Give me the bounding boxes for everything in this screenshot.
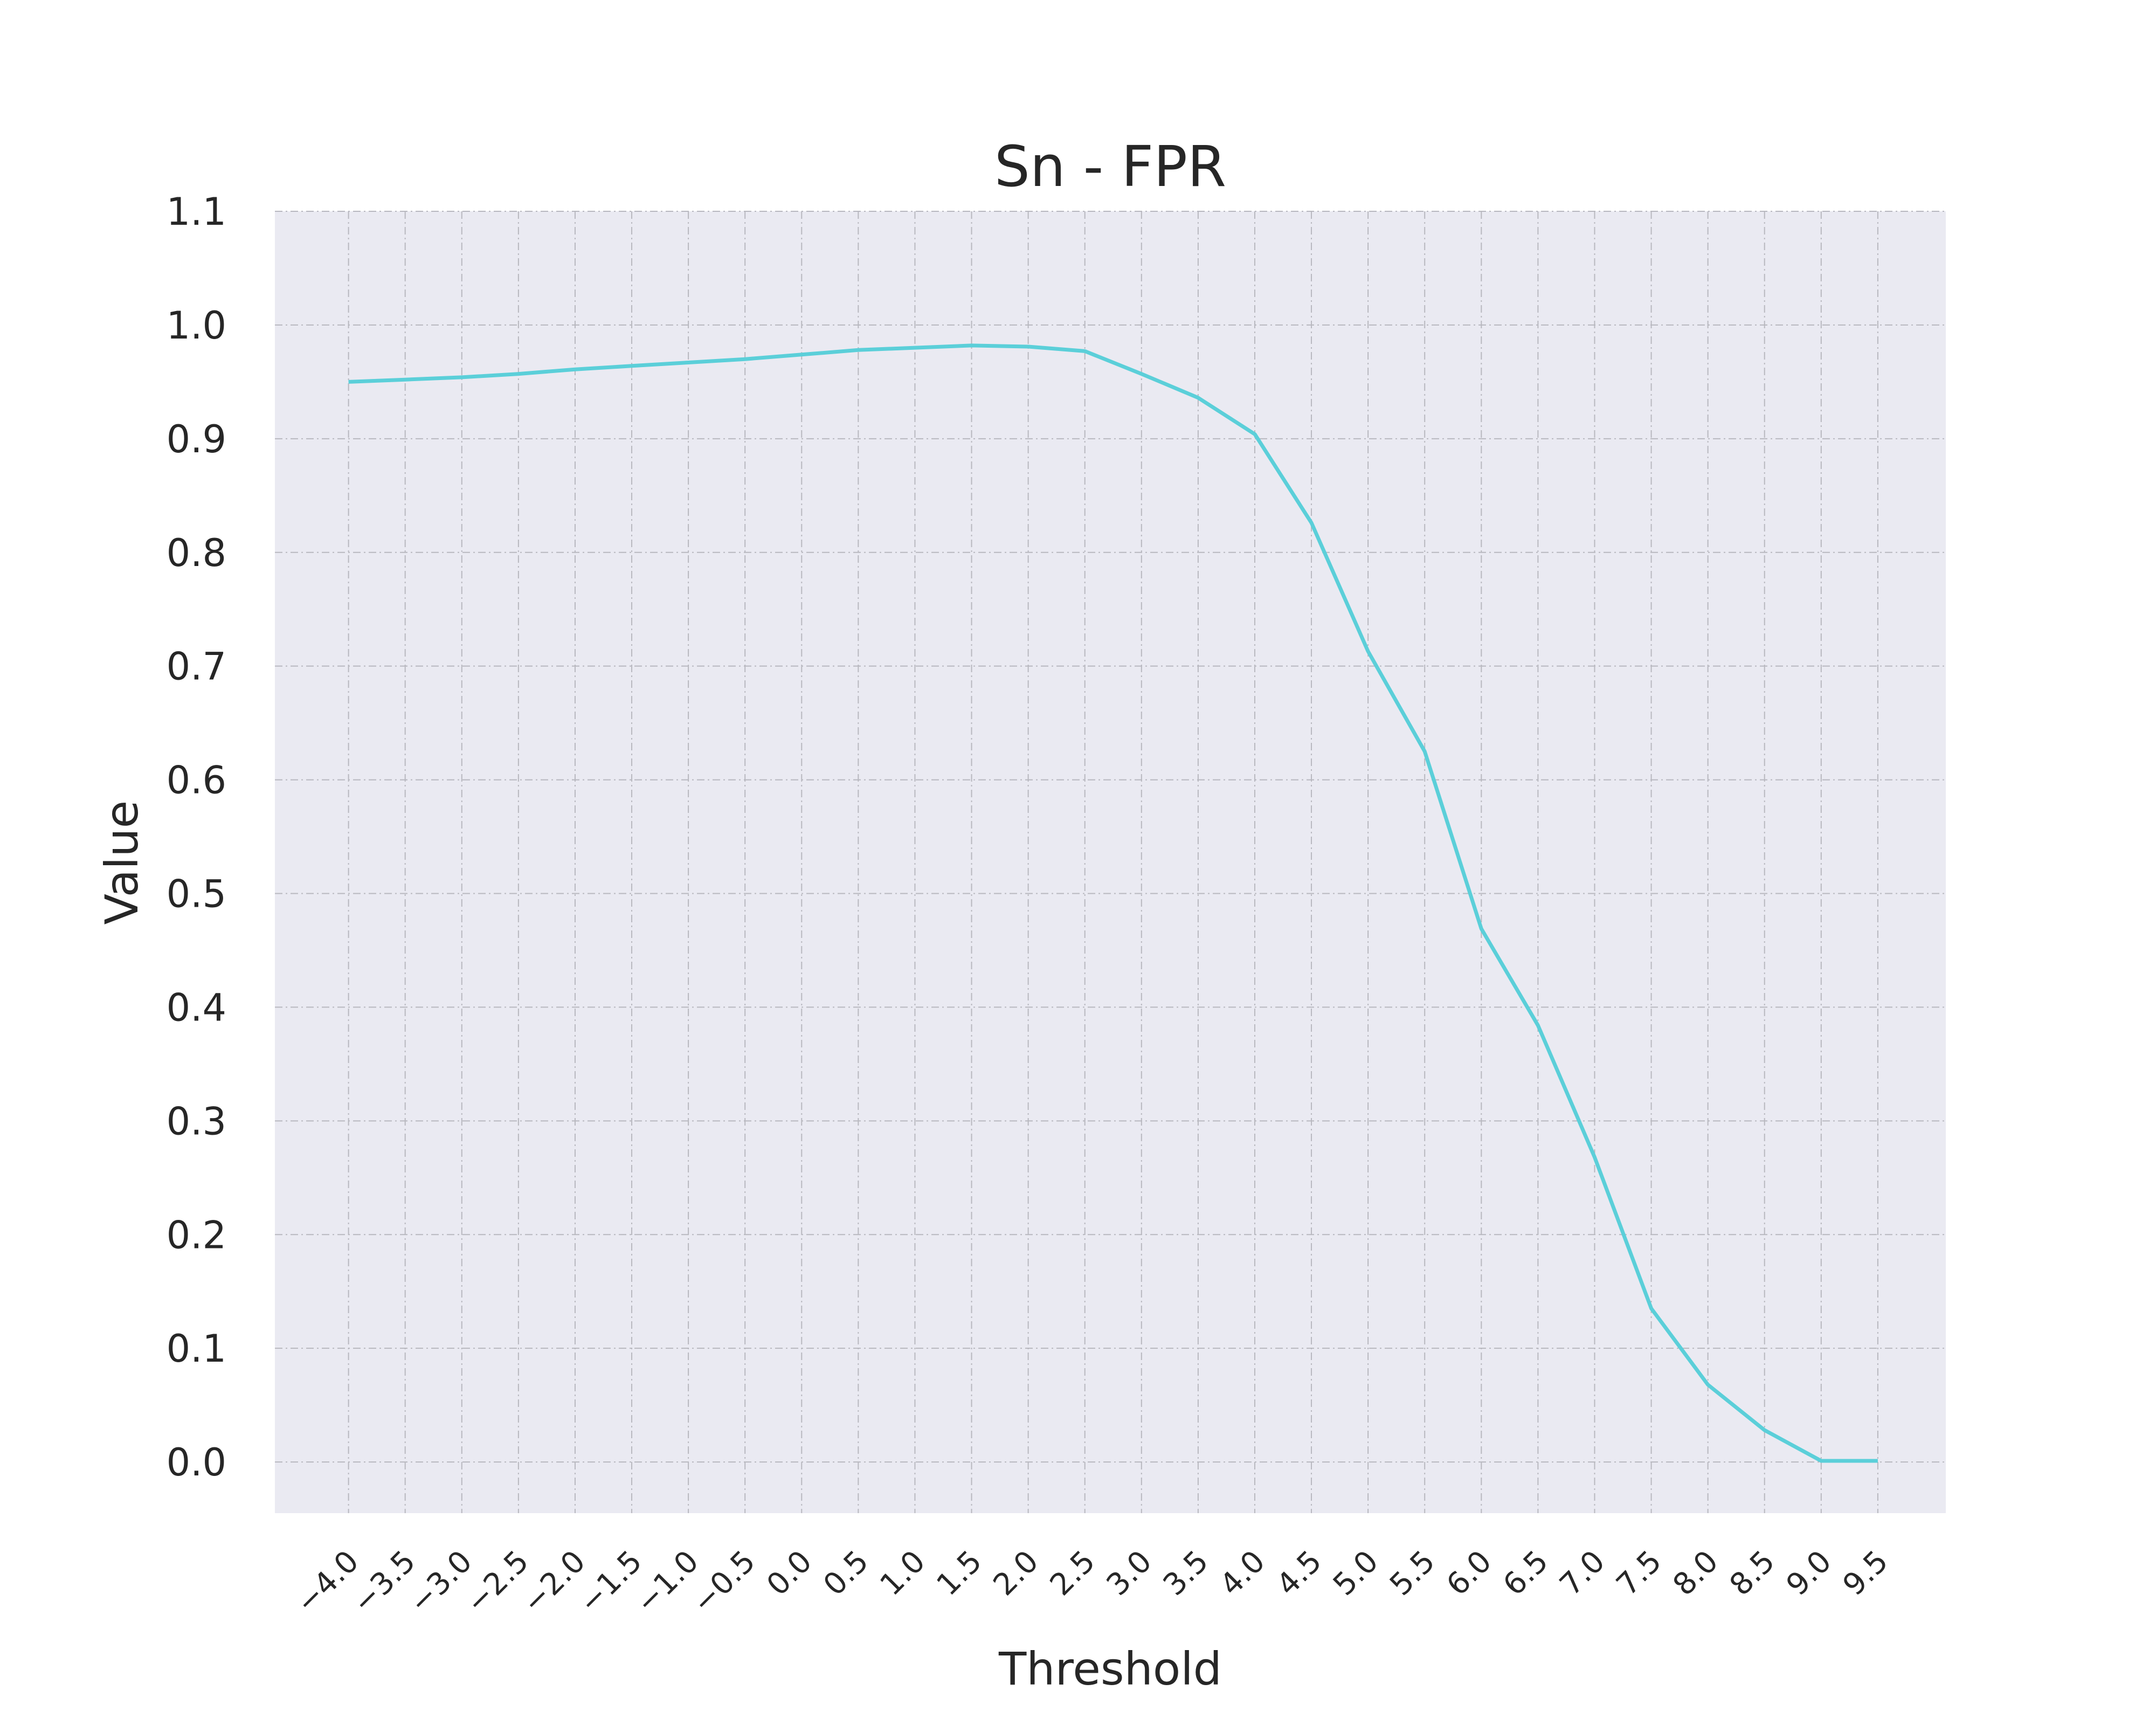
grid-lines (275, 211, 1946, 1513)
x-tick-label: −1.5 (572, 1544, 649, 1620)
x-tick-label: −2.5 (459, 1544, 536, 1620)
x-tick-label: 9.0 (1780, 1544, 1839, 1603)
y-tick-label: 0.2 (167, 1213, 226, 1257)
x-tick-label: 7.5 (1610, 1544, 1669, 1603)
plot-background (275, 211, 1946, 1513)
y-tick-label: 0.7 (167, 645, 226, 689)
y-tick-label: 0.0 (167, 1440, 226, 1485)
y-tick-label: 0.1 (167, 1327, 226, 1371)
x-tick-label: 4.5 (1270, 1544, 1329, 1603)
y-tick-label: 0.4 (167, 985, 226, 1030)
x-tick-label: 1.0 (873, 1544, 932, 1603)
x-tick-label: 6.0 (1440, 1544, 1498, 1603)
x-tick-label: 3.0 (1100, 1544, 1159, 1603)
y-tick-label: 0.9 (167, 417, 226, 461)
x-tick-label: 7.0 (1553, 1544, 1612, 1603)
x-tick-label: 0.0 (760, 1544, 819, 1603)
x-tick-labels: −4.0−3.5−3.0−2.5−2.0−1.5−1.0−0.50.00.51.… (289, 1544, 1895, 1620)
x-tick-label: 2.0 (987, 1544, 1046, 1603)
y-tick-label: 0.3 (167, 1099, 226, 1143)
y-tick-label: 1.1 (167, 190, 226, 234)
x-tick-label: 0.5 (817, 1544, 875, 1603)
x-tick-label: 9.5 (1836, 1544, 1895, 1603)
x-tick-label: 5.0 (1326, 1544, 1385, 1603)
y-tick-labels: 0.0 0.1 0.2 0.3 0.4 0.5 0.6 0.7 0.8 0.9 1.0 1.1 (167, 190, 226, 1485)
x-tick-label: −3.0 (403, 1544, 479, 1620)
series-line (348, 343, 1878, 1463)
x-tick-label: 1.5 (930, 1544, 989, 1603)
y-tick-label: 0.5 (167, 872, 226, 916)
x-tick-label: −3.5 (345, 1544, 422, 1620)
y-tick-label: 0.8 (167, 531, 226, 575)
x-tick-label: −1.0 (629, 1544, 706, 1620)
chart-title: Sn - FPR (994, 134, 1226, 199)
x-tick-label: 6.5 (1496, 1544, 1555, 1603)
x-tick-label: 3.5 (1157, 1544, 1215, 1603)
series-layer (348, 343, 1878, 1463)
x-tick-label: −2.0 (516, 1544, 592, 1620)
y-tick-label: 1.0 (167, 303, 226, 348)
x-tick-label: 2.5 (1044, 1544, 1102, 1603)
x-tick-label: −0.5 (686, 1544, 762, 1620)
x-tick-label: 4.0 (1213, 1544, 1272, 1603)
x-tick-label: −4.0 (289, 1544, 365, 1620)
y-tick-label: 0.6 (167, 758, 226, 803)
y-axis-label: Value (95, 801, 148, 925)
x-axis-label: Threshold (998, 1643, 1222, 1695)
x-tick-label: 8.0 (1667, 1544, 1725, 1603)
x-tick-label: 8.5 (1723, 1544, 1782, 1603)
x-tick-label: 5.5 (1383, 1544, 1442, 1603)
